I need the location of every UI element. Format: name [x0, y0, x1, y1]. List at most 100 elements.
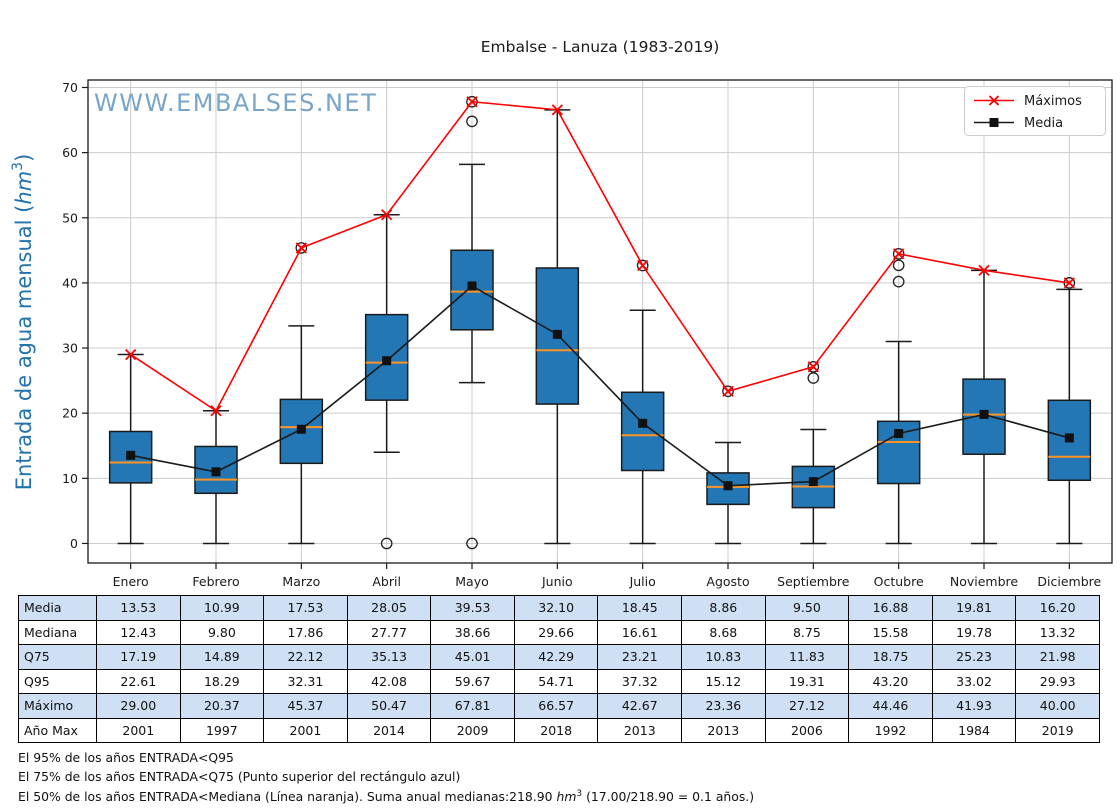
footnote-mediana-unit: hm [556, 789, 577, 805]
legend-media-square-marker-icon [989, 118, 999, 127]
table-cell: 16.20 [1015, 595, 1100, 621]
max-x-marker-icon [1063, 277, 1075, 289]
table-row-header: Máximo [18, 693, 97, 719]
table-cell: 9.80 [179, 619, 265, 645]
table-row-año-max: Año Max 2001 1997 2001 2014 2009 2018 2013 2013 2… [18, 717, 1100, 743]
table-cell: 2001 [96, 717, 181, 743]
mean-square-marker-icon [638, 418, 648, 428]
outlier-circle [466, 537, 478, 550]
x-tick-label-month: Septiembre [777, 574, 850, 589]
outlier-circle [892, 275, 905, 288]
legend-maximos-x-marker-icon [988, 95, 1000, 106]
table-cell: 29.66 [513, 619, 599, 645]
table-cell: 66.57 [513, 693, 599, 719]
plot-border [87, 79, 1113, 564]
legend-label-media: Media [1024, 116, 1063, 131]
max-x-marker-icon [551, 104, 563, 116]
table-cell: 22.12 [263, 644, 348, 670]
y-tick-label: 10 [62, 471, 78, 486]
table-cell: 45.01 [430, 644, 515, 670]
table-cell: 1997 [179, 717, 265, 743]
table-cell: 27.77 [346, 619, 432, 645]
footnote-mediana-sup: 3 [576, 789, 583, 799]
footnote-q75: El 75% de los años ENTRADA<Q75 (Punto su… [18, 768, 461, 784]
max-line [130, 100, 1070, 412]
max-x-marker-icon [722, 385, 734, 397]
table-cell: 14.89 [179, 644, 265, 670]
table-cell: 8.75 [764, 619, 850, 645]
x-tick-label-month: Julio [629, 574, 656, 589]
footnote-mediana-tail: (17.00/218.90 = 0.1 años.) [582, 789, 755, 805]
max-x-marker-icon [381, 209, 393, 221]
max-x-marker-icon [893, 248, 905, 260]
table-cell: 9.50 [764, 595, 850, 621]
table-cell: 19.81 [931, 595, 1017, 621]
box-q25-q75 [620, 391, 665, 472]
table-cell: 27.12 [764, 693, 850, 719]
table-cell: 23.21 [597, 644, 683, 670]
mean-square-marker-icon [894, 429, 904, 439]
mean-square-marker-icon [296, 424, 306, 434]
table-cell: 23.36 [681, 693, 766, 719]
max-x-marker-icon [637, 259, 649, 272]
table-row-mediana: Mediana 12.43 9.80 17.86 27.77 38.66 29.66 16.6… [18, 619, 1100, 645]
table-cell: 2006 [764, 717, 850, 743]
stats-table-body: Media 13.53 10.99 17.53 28.05 39.53 32.10 18.45… [18, 595, 1100, 743]
y-tick-label: 70 [62, 80, 78, 95]
y-tick-label: 60 [62, 145, 78, 160]
table-cell: 17.86 [263, 619, 348, 645]
table-row-media: Media 13.53 10.99 17.53 28.05 39.53 32.10 18.45… [18, 595, 1100, 621]
table-cell: 41.93 [931, 693, 1017, 719]
table-cell: 43.20 [848, 668, 933, 694]
x-tick-label-month: Noviembre [950, 574, 1019, 589]
mean-line [130, 284, 1070, 487]
footnote-q95: El 95% de los años ENTRADA<Q95 [18, 750, 234, 765]
table-cell: 32.10 [513, 595, 599, 621]
table-cell: 15.12 [681, 668, 766, 694]
table-cell: 42.29 [513, 644, 599, 670]
table-cell: 18.45 [597, 595, 683, 621]
table-row-header: Q75 [18, 644, 97, 670]
table-cell: 21.98 [1015, 644, 1100, 670]
table-cell: 1984 [931, 717, 1017, 743]
y-axis-label-text: Entrada de agua mensual ( [12, 205, 36, 491]
footnotes: El 95% de los años ENTRADA<Q95 El 75% de… [18, 750, 754, 808]
table-cell: 12.43 [96, 619, 181, 645]
table-row-q95: Q95 22.61 18.29 32.31 42.08 59.67 54.71 37.32 15… [18, 668, 1100, 694]
table-cell: 13.32 [1015, 619, 1100, 645]
mean-square-marker-icon [552, 329, 562, 339]
legend-label-maximos: Máximos [1024, 94, 1082, 109]
table-cell: 19.78 [931, 619, 1017, 645]
table-cell: 67.81 [430, 693, 515, 719]
mean-square-marker-icon [467, 281, 477, 291]
table-cell: 35.13 [346, 644, 432, 670]
table-cell: 2019 [1015, 717, 1100, 743]
x-tick-label-month: Junio [541, 574, 573, 589]
table-cell: 33.02 [931, 668, 1017, 694]
table-cell: 15.58 [848, 619, 933, 645]
x-tick-label-month: Enero [113, 574, 149, 589]
table-cell: 42.67 [597, 693, 683, 719]
table-cell: 2018 [513, 717, 599, 743]
mean-square-marker-icon [126, 450, 136, 460]
mean-square-marker-icon [808, 477, 818, 487]
max-x-marker-icon [978, 264, 990, 276]
y-tick-label: 20 [62, 406, 78, 421]
mean-square-marker-icon [1064, 433, 1074, 443]
table-cell: 19.31 [764, 668, 850, 694]
table-cell: 39.53 [430, 595, 515, 621]
box-q25-q75 [450, 249, 494, 331]
y-axis-superscript: 3 [10, 162, 26, 171]
table-cell: 13.53 [96, 595, 181, 621]
footnote-mediana: El 50% de los años ENTRADA<Mediana (Líne… [18, 787, 754, 804]
table-cell: 16.88 [848, 595, 933, 621]
outlier-circle [466, 115, 478, 128]
table-cell: 2013 [681, 717, 766, 743]
chart-title: Embalse - Lanuza (1983-2019) [481, 38, 720, 56]
table-cell: 20.37 [179, 693, 265, 719]
outlier-circle [636, 259, 649, 272]
stats-table: Media 13.53 10.99 17.53 28.05 39.53 32.10 18.45… [18, 595, 1100, 743]
table-cell: 29.93 [1015, 668, 1100, 694]
y-tick-label: 50 [62, 210, 78, 225]
table-cell: 17.19 [96, 644, 181, 670]
